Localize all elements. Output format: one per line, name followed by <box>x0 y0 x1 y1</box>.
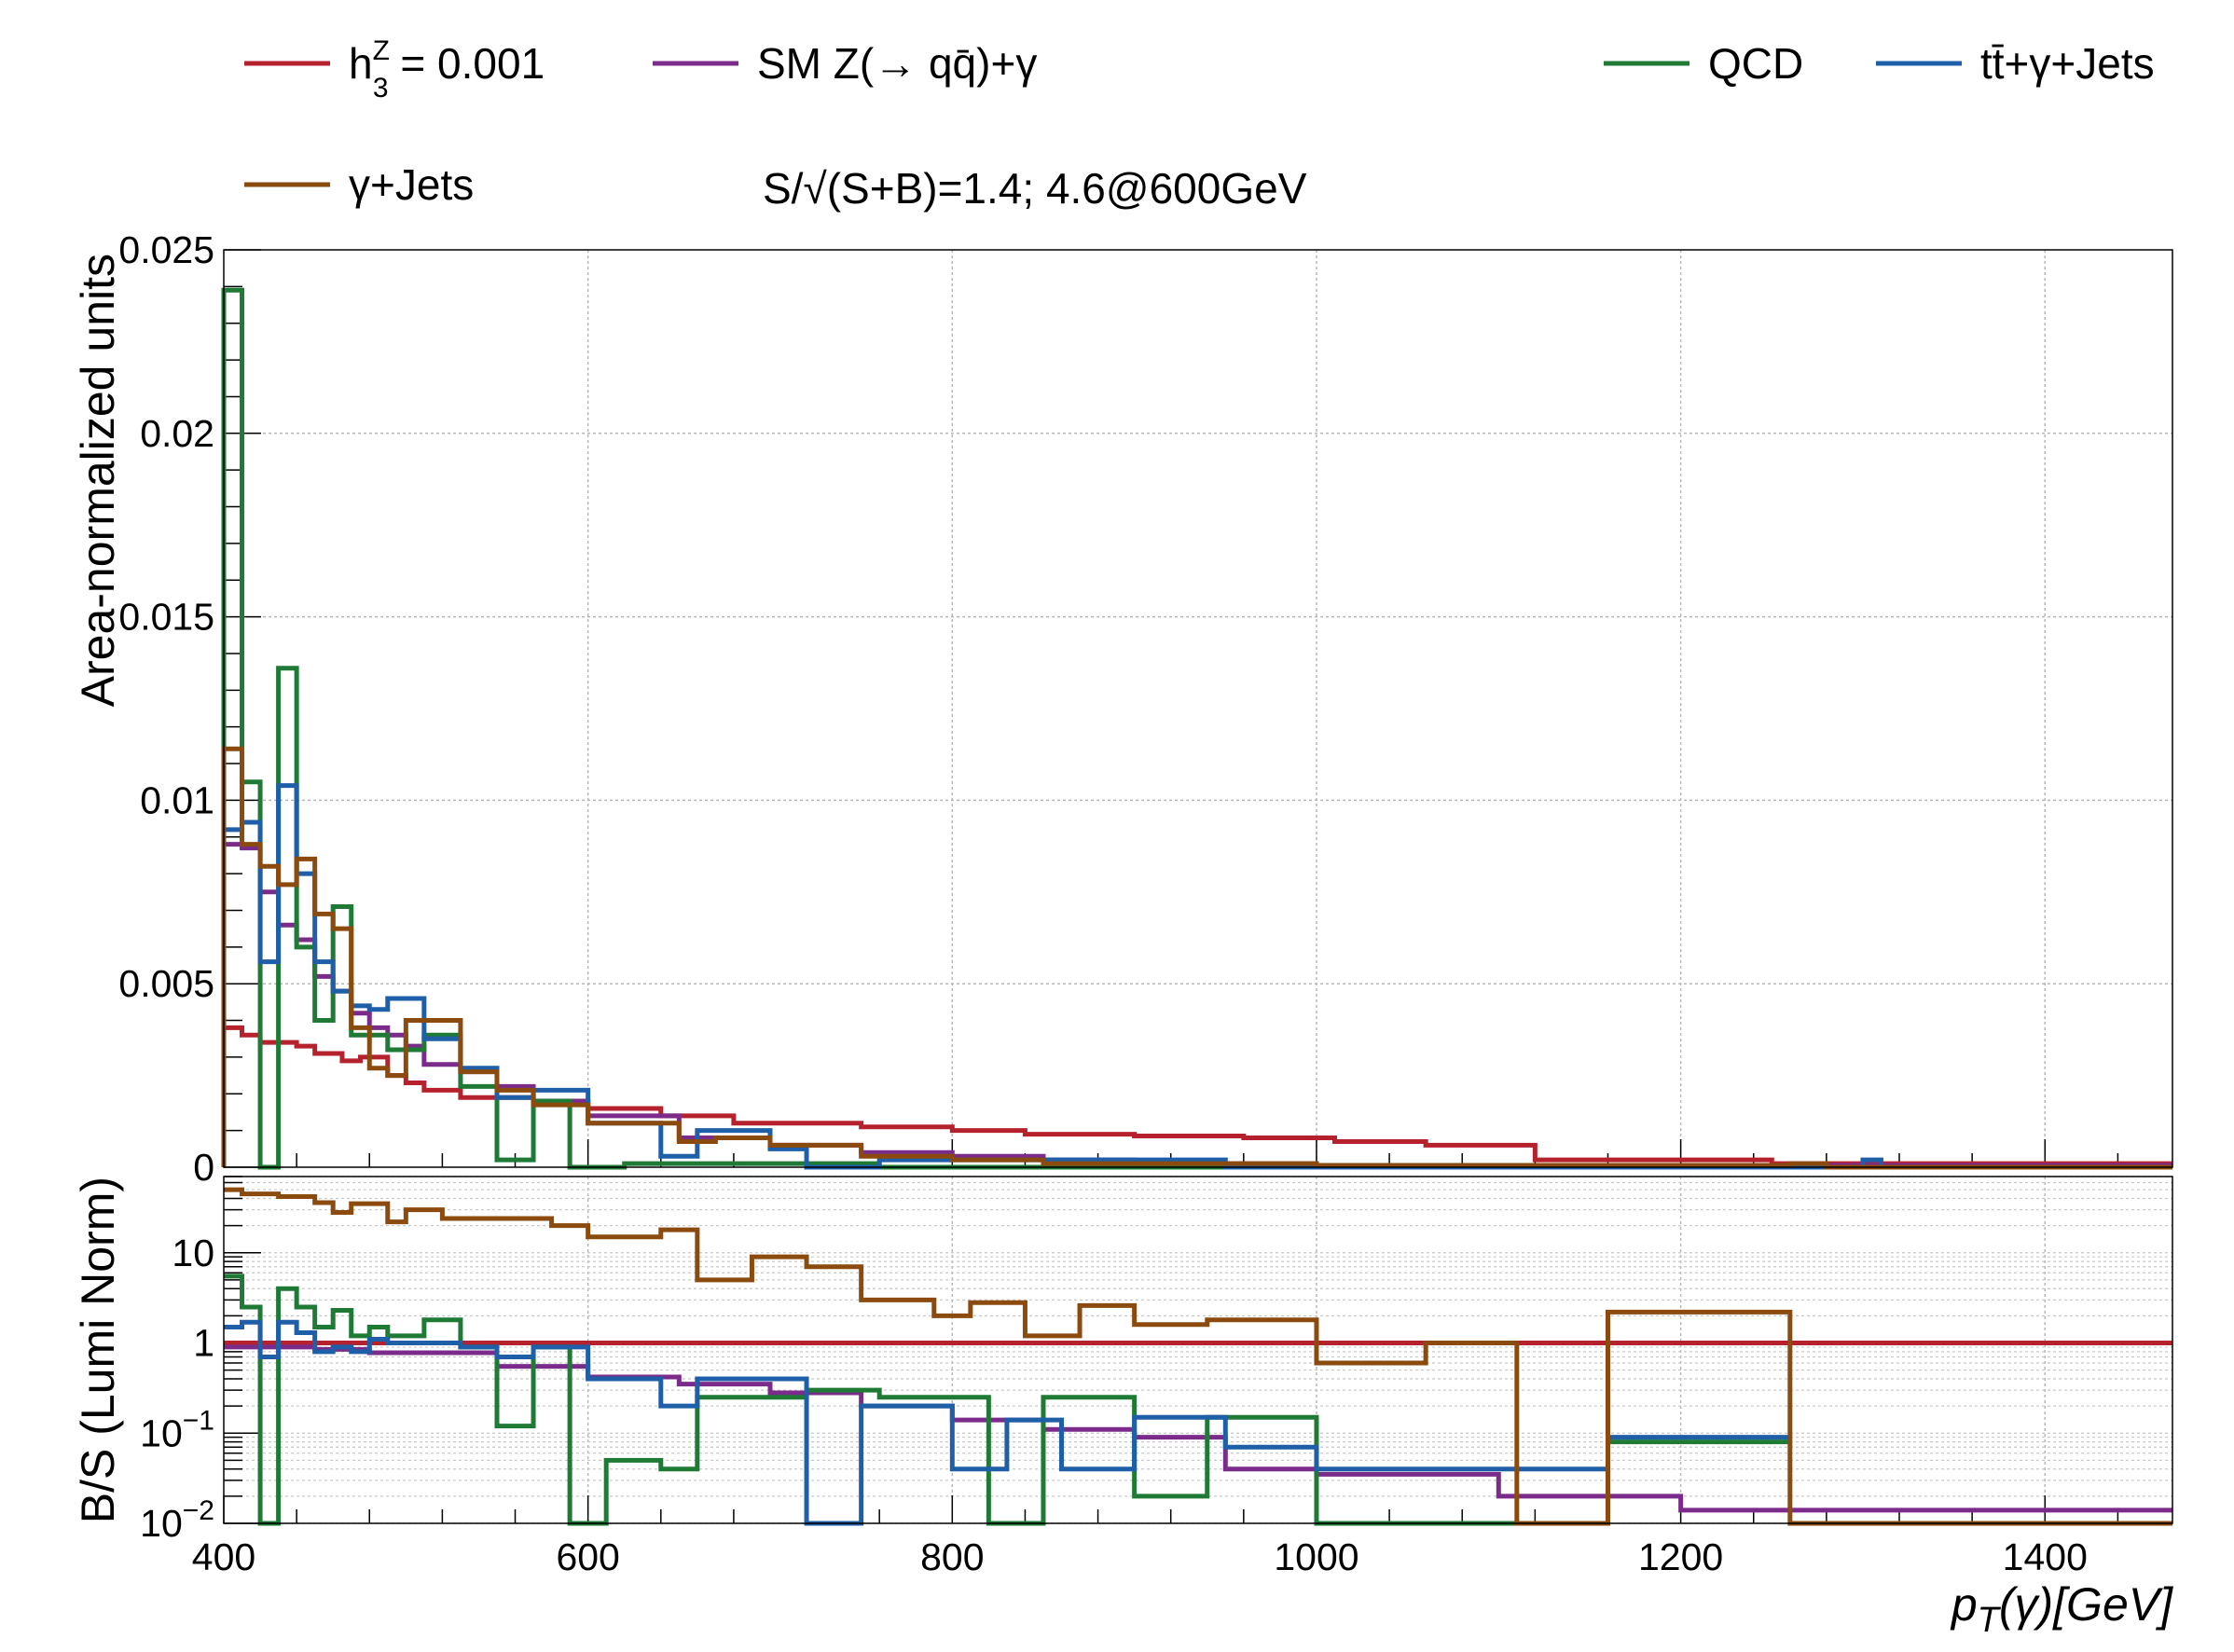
x-tick-label: 1000 <box>1274 1535 1358 1578</box>
series-line <box>221 746 2172 1170</box>
series-line <box>224 1319 1791 1526</box>
y-tick-label: 0.005 <box>118 962 214 1005</box>
series-line <box>224 1187 2172 1526</box>
series-line <box>221 842 2172 1168</box>
legend-label: γ+Jets <box>349 160 474 209</box>
x-tick-label: 800 <box>920 1535 984 1578</box>
y-axis-title: Area-normalized units <box>72 254 124 707</box>
legend: hZ 3 = 0.001 SM Z(→ qq̄)+γ QCD tt̄+γ+Jets γ+J… <box>244 35 2155 213</box>
y-tick-label: 10−2 <box>140 1495 214 1545</box>
significance-label: S/√(S+B)=1.4; 4.6@600GeV <box>763 164 1307 213</box>
series-line <box>224 1273 1791 1526</box>
y-tick-label: 0.02 <box>140 412 214 455</box>
series-line <box>221 783 2172 1170</box>
ratio-frame-border <box>223 1176 2173 1524</box>
legend-label: tt̄+γ+Jets <box>1980 39 2155 88</box>
y-tick-label: 1 <box>193 1322 214 1365</box>
series-line <box>221 287 2172 1170</box>
legend-label: SM Z(→ qq̄)+γ <box>757 39 1037 88</box>
y-axis-title: B/S (Lumi Norm) <box>72 1177 124 1523</box>
top-panel: 0 0.005 0.01 0.015 0.02 0.025Area-normalized … <box>72 228 2173 1189</box>
ratio-panel: 10 1 10−1 10−2 B/S (Lumi Norm) 400 600 800 1000 1… <box>72 1176 2173 1640</box>
y-tick-label: 0 <box>193 1146 214 1189</box>
y-tick-label: 10−1 <box>140 1405 214 1454</box>
x-tick-label: 600 <box>556 1535 619 1578</box>
y-tick-label: 0.015 <box>118 596 214 639</box>
x-tick-label: 1200 <box>1638 1535 1723 1578</box>
x-axis-title: pT(γ)[GeV] <box>1950 1578 2173 1640</box>
top-frame-border <box>223 249 2173 1168</box>
y-tick-label: 0.01 <box>140 778 214 821</box>
x-tick-label: 1400 <box>2003 1535 2088 1578</box>
y-tick-label: 0.025 <box>118 228 214 271</box>
legend-label: QCD <box>1708 39 1803 88</box>
legend-label: hZ 3 = 0.001 <box>349 35 545 103</box>
x-tick-label: 400 <box>192 1535 255 1578</box>
y-tick-label: 10 <box>172 1232 214 1274</box>
series-line <box>224 1344 2172 1513</box>
